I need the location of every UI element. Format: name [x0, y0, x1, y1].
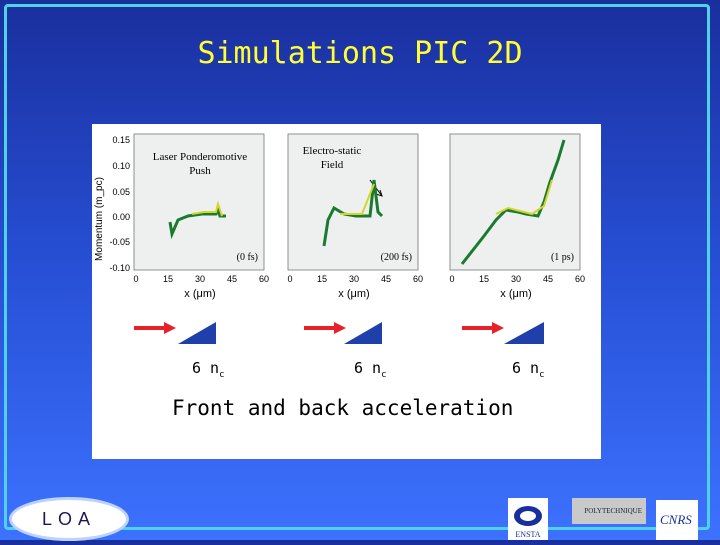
x-tick: 45	[543, 274, 553, 284]
cnrs-logo: CNRS	[656, 500, 698, 540]
loa-logo: LOA	[12, 500, 126, 538]
panel-annotation: Field	[321, 159, 344, 171]
y-tick: -0.10	[109, 263, 130, 273]
laser-target-diagram	[134, 322, 544, 344]
x-tick: 60	[413, 274, 423, 284]
x-tick: 15	[317, 274, 327, 284]
panel-time: (0 fs)	[237, 252, 258, 263]
panel-annotation: Push	[189, 165, 211, 177]
x-axis-label: x (μm)	[500, 288, 531, 300]
slide-frame	[4, 4, 710, 530]
x-tick: 45	[227, 274, 237, 284]
panel-annotation: Laser Ponderomotive	[153, 151, 248, 163]
x-tick: 30	[349, 274, 359, 284]
x-tick: 60	[575, 274, 585, 284]
density-label: 6 nc	[512, 359, 545, 380]
x-tick: 15	[163, 274, 173, 284]
x-axis-label: x (μm)	[338, 288, 369, 300]
slide-title: Simulations PIC 2D	[197, 36, 523, 71]
x-axis-label: x (μm)	[184, 288, 215, 300]
cnrs-logo-text: CNRS	[660, 512, 692, 527]
ensta-logo: ENSTA	[508, 498, 548, 540]
x-tick: 0	[287, 274, 292, 284]
ensta-logo-text: ENSTA	[515, 530, 540, 539]
density-label: 6 nc	[192, 359, 225, 380]
y-tick: 0.10	[112, 161, 130, 171]
y-tick: -0.05	[109, 237, 130, 247]
x-tick: 30	[511, 274, 521, 284]
figure-panel: Momentum (m_pc) 0.15 0.10 0.05 0.00 -0.0…	[92, 124, 601, 459]
density-label: 6 nc	[354, 359, 387, 380]
x-tick: 45	[381, 274, 391, 284]
panel-annotation: Electro-static	[303, 145, 362, 157]
x-tick: 60	[259, 274, 269, 284]
plot-panel-1: Laser Ponderomotive Push (0 fs)	[133, 133, 265, 271]
panel-time: (200 fs)	[381, 252, 412, 263]
y-tick: 0.00	[112, 212, 130, 222]
plot-panel-3: (1 ps)	[449, 133, 581, 271]
y-tick: 0.05	[112, 187, 130, 197]
x-tick: 0	[133, 274, 138, 284]
slide-caption: Front and back acceleration	[172, 396, 514, 420]
plot-panel-2: Electro-static Field (200 fs)	[287, 133, 419, 271]
polytechnique-logo-text: POLYTECHNIQUE	[584, 507, 642, 515]
x-tick: 15	[479, 274, 489, 284]
x-tick: 0	[449, 274, 454, 284]
x-tick: 30	[195, 274, 205, 284]
panel-time: (1 ps)	[551, 252, 574, 263]
polytechnique-logo: POLYTECHNIQUE	[572, 498, 646, 524]
y-tick: 0.15	[112, 135, 130, 145]
pic-simulation-plots: Momentum (m_pc) 0.15 0.10 0.05 0.00 -0.0…	[94, 133, 585, 344]
y-axis-label: Momentum (m_pc)	[94, 177, 105, 261]
